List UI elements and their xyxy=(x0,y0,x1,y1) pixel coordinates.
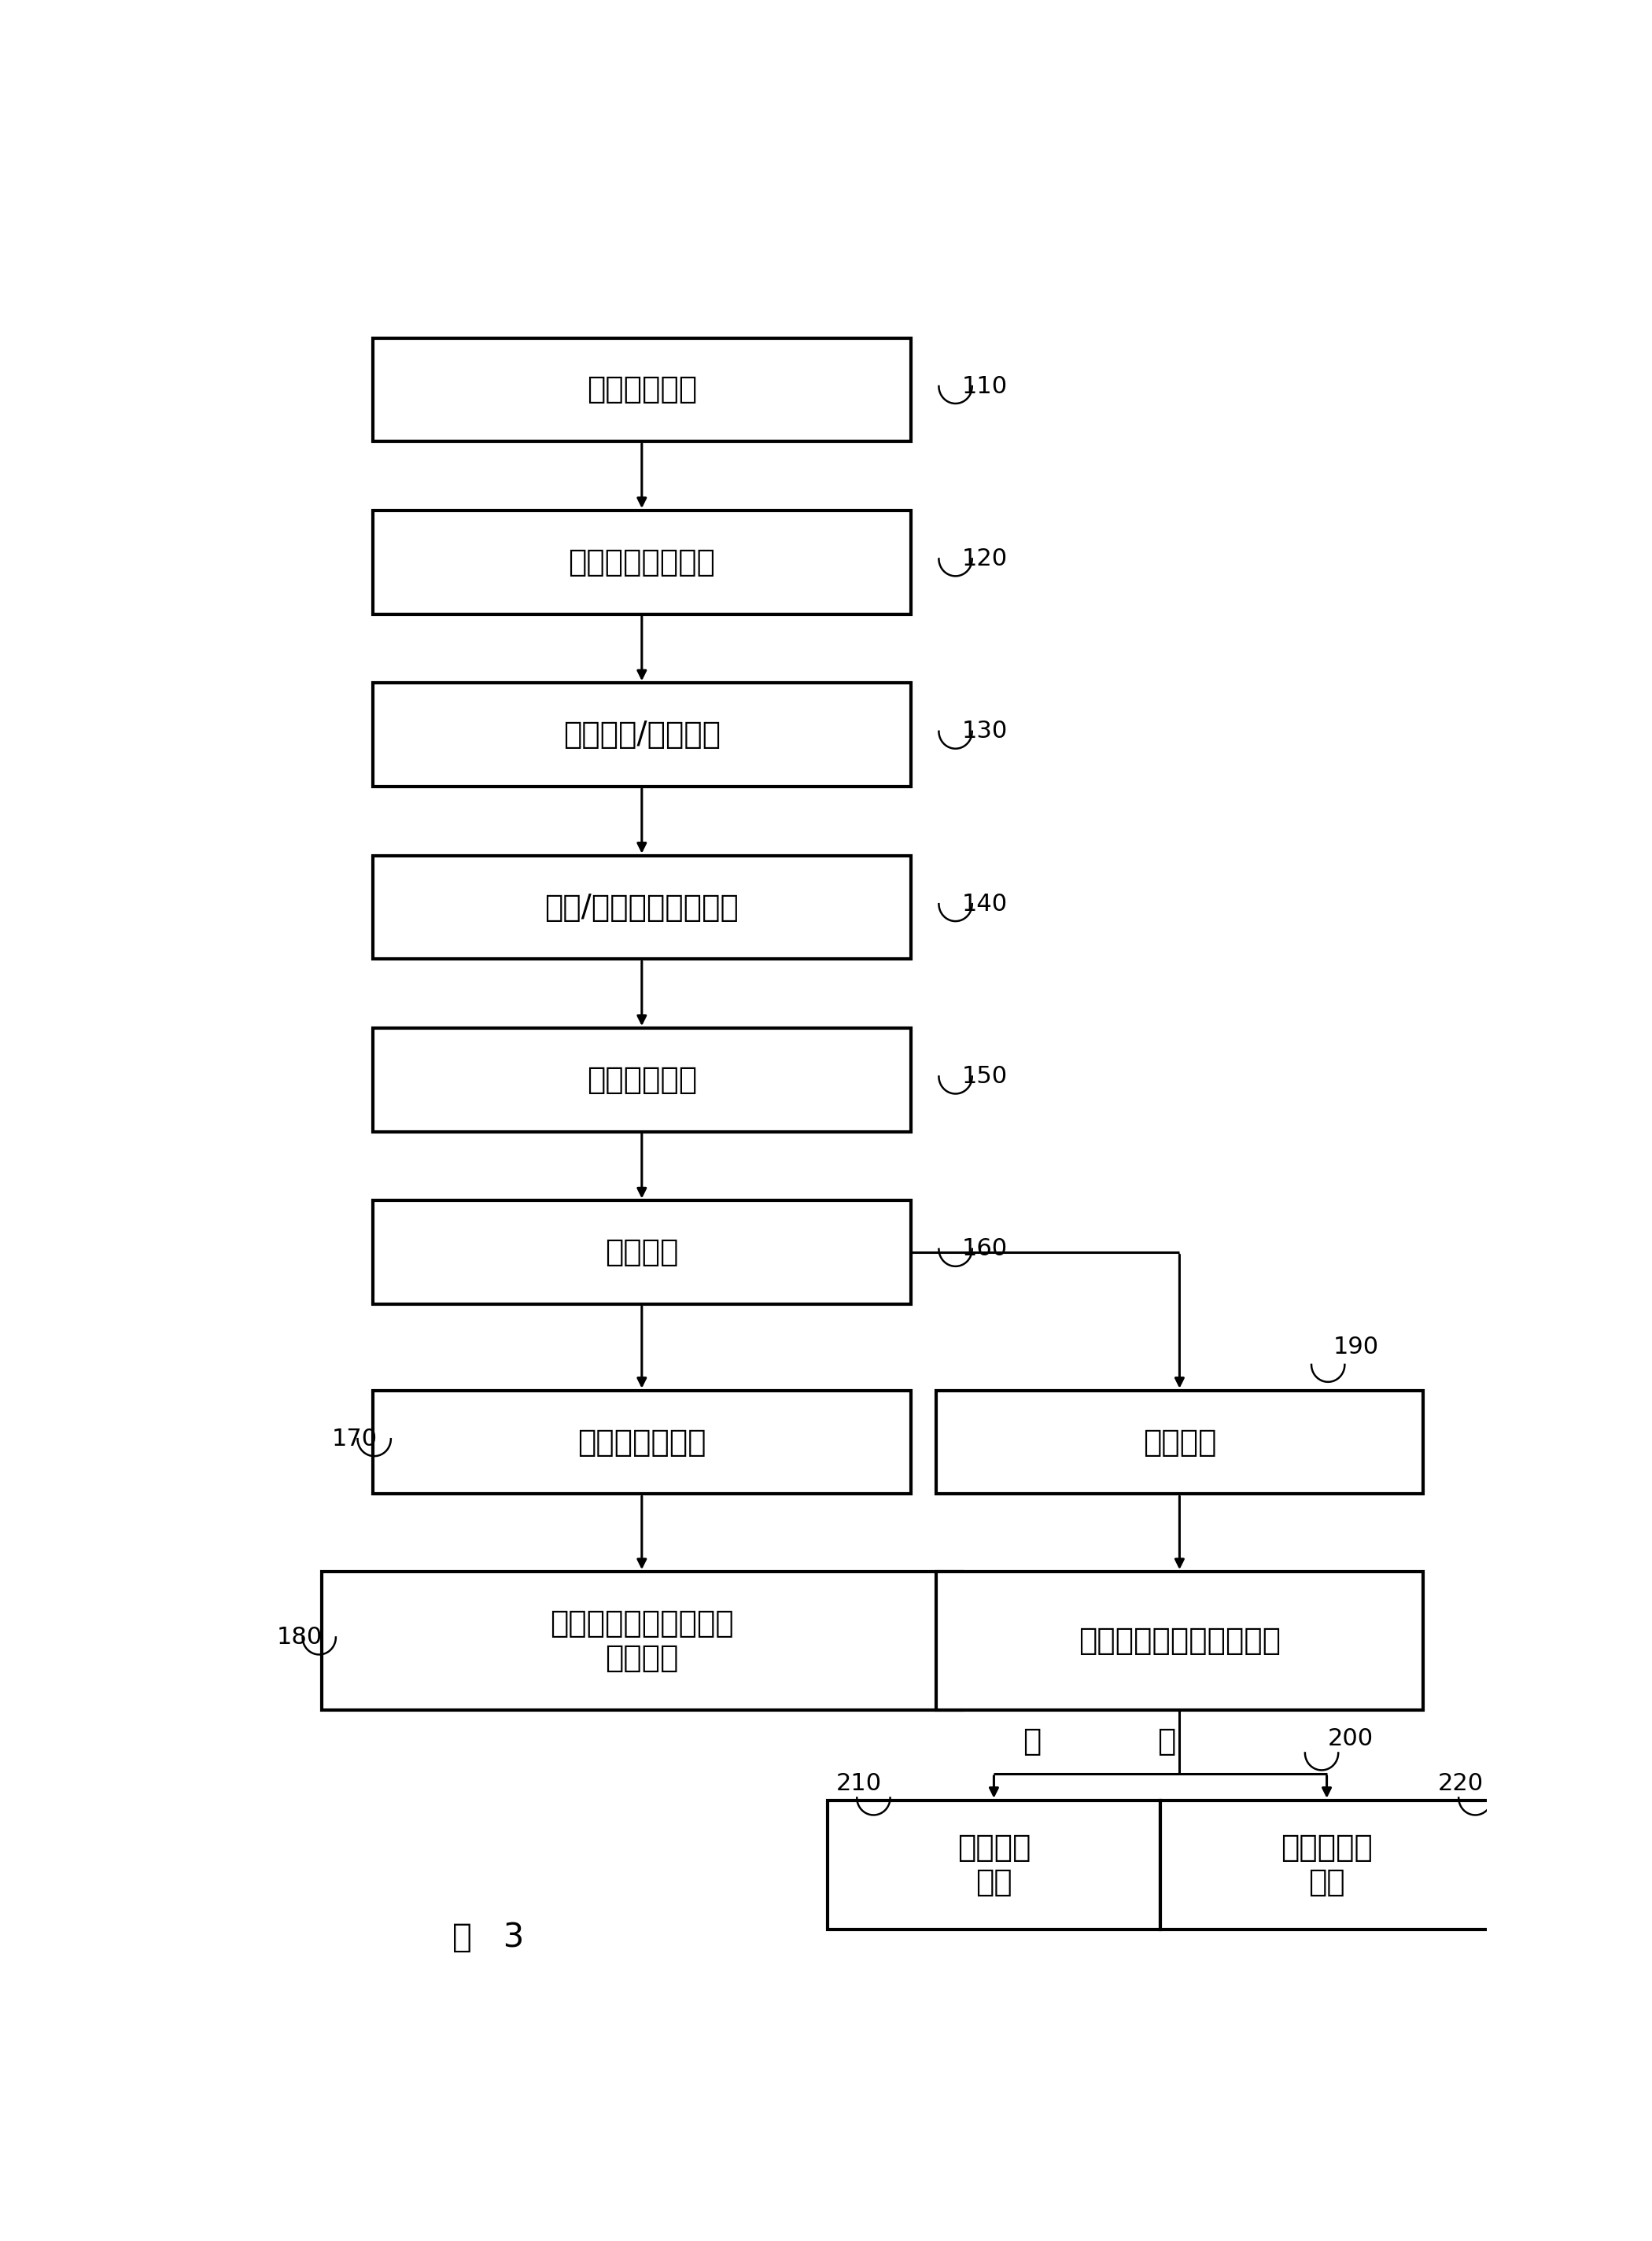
Bar xyxy=(373,338,910,441)
Text: 施加第一电压: 施加第一电压 xyxy=(586,374,697,406)
Text: 170: 170 xyxy=(332,1428,378,1450)
Text: 是: 是 xyxy=(1158,1726,1176,1757)
Text: 测量电流: 测量电流 xyxy=(605,1237,679,1268)
Text: 110: 110 xyxy=(961,374,1008,397)
Bar xyxy=(1160,1800,1493,1930)
Text: 180: 180 xyxy=(278,1627,322,1649)
Bar xyxy=(322,1571,961,1710)
Text: 将指数与预定参数相比较: 将指数与预定参数相比较 xyxy=(1079,1625,1280,1656)
Text: 否: 否 xyxy=(1023,1726,1041,1757)
Text: 计算指数: 计算指数 xyxy=(1143,1428,1216,1457)
Text: 测量电流/记录时间: 测量电流/记录时间 xyxy=(563,719,720,751)
Text: 210: 210 xyxy=(836,1773,882,1795)
Text: 220: 220 xyxy=(1439,1773,1483,1795)
Text: 200: 200 xyxy=(1328,1728,1374,1750)
Bar xyxy=(937,1389,1422,1495)
Text: 130: 130 xyxy=(961,719,1008,742)
Bar xyxy=(373,511,910,614)
Text: 190: 190 xyxy=(1333,1336,1379,1358)
Text: 150: 150 xyxy=(961,1064,1008,1087)
Text: 140: 140 xyxy=(961,892,1008,914)
Text: 图   3: 图 3 xyxy=(453,1921,524,1954)
Text: 显示误差
信息: 显示误差 信息 xyxy=(957,1833,1031,1898)
Bar xyxy=(828,1800,1160,1930)
Text: 加入液体实验样品: 加入液体实验样品 xyxy=(568,547,715,578)
Bar xyxy=(937,1571,1422,1710)
Text: 120: 120 xyxy=(961,547,1008,569)
Text: 施加第二电压: 施加第二电压 xyxy=(586,1064,697,1096)
Bar xyxy=(373,1029,910,1132)
Text: 获得基于分析物浓度的
预定指数: 获得基于分析物浓度的 预定指数 xyxy=(550,1609,733,1674)
Text: 160: 160 xyxy=(961,1237,1008,1259)
Text: 除去/充分减小第一电压: 除去/充分减小第一电压 xyxy=(545,892,738,923)
Bar xyxy=(373,1201,910,1304)
Text: 确定分析物浓度: 确定分析物浓度 xyxy=(578,1428,705,1457)
Text: 显示分析物
浓度: 显示分析物 浓度 xyxy=(1280,1833,1373,1898)
Bar xyxy=(373,684,910,787)
Bar xyxy=(373,856,910,959)
Bar xyxy=(373,1389,910,1495)
